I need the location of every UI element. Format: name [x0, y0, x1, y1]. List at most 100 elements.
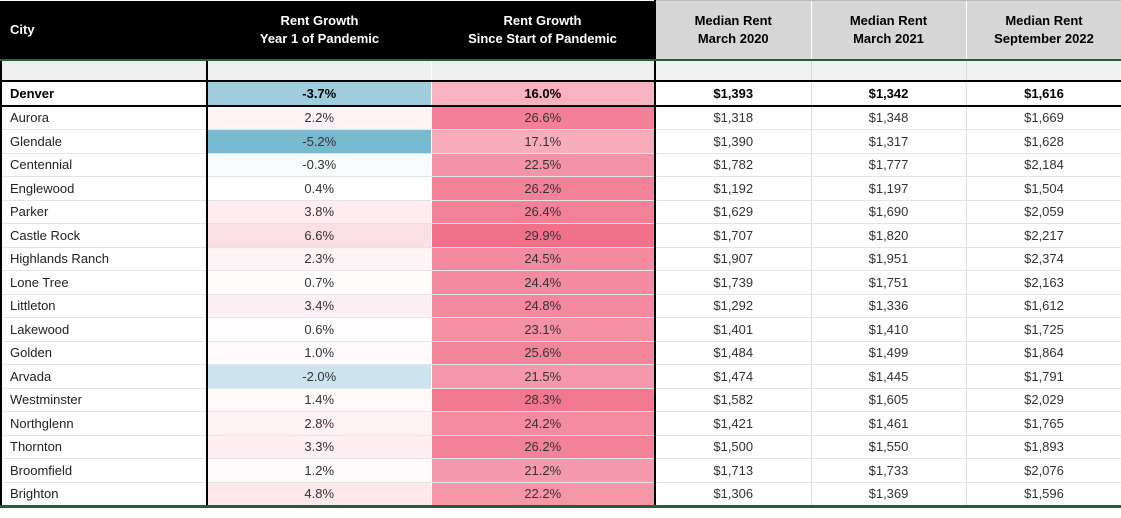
- city-cell[interactable]: Aurora: [1, 105, 208, 130]
- rent-march-2021-cell[interactable]: $1,751: [810, 270, 966, 295]
- rent-march-2020-cell[interactable]: $1,474: [654, 364, 811, 389]
- column-header-city[interactable]: City: [1, 0, 208, 61]
- growth-year1-cell[interactable]: 2.8%: [207, 411, 432, 436]
- rent-sept-2022-cell[interactable]: $1,893: [965, 435, 1121, 459]
- spacer-cell[interactable]: [810, 60, 966, 82]
- rent-sept-2022-cell[interactable]: $2,163: [965, 270, 1121, 295]
- growth-year1-cell[interactable]: 3.4%: [207, 294, 432, 318]
- growth-year1-cell[interactable]: 1.2%: [207, 458, 432, 483]
- rent-march-2020-cell[interactable]: $1,306: [654, 482, 811, 507]
- rent-march-2020-cell[interactable]: $1,739: [654, 270, 811, 295]
- rent-march-2020-cell[interactable]: $1,401: [654, 317, 811, 342]
- rent-march-2020-cell[interactable]: $1,582: [654, 388, 811, 412]
- rent-sept-2022-cell[interactable]: $1,628: [965, 129, 1121, 154]
- rent-march-2020-cell[interactable]: $1,907: [654, 247, 811, 271]
- rent-sept-2022-cell[interactable]: $1,791: [965, 364, 1121, 389]
- growth-year1-cell[interactable]: 3.3%: [207, 435, 432, 459]
- rent-march-2020-cell[interactable]: $1,484: [654, 341, 811, 365]
- rent-march-2020-cell[interactable]: $1,292: [654, 294, 811, 318]
- spacer-cell[interactable]: [207, 60, 432, 82]
- growth-year1-cell[interactable]: 4.8%: [207, 482, 432, 507]
- growth-since-cell[interactable]: 24.2%: [431, 411, 656, 436]
- rent-sept-2022-cell[interactable]: $2,217: [965, 223, 1121, 248]
- rent-sept-2022-cell[interactable]: $2,076: [965, 458, 1121, 483]
- spacer-cell[interactable]: [965, 60, 1121, 82]
- growth-year1-cell[interactable]: -3.7%: [207, 80, 432, 107]
- growth-since-cell[interactable]: 21.5%: [431, 364, 656, 389]
- growth-since-cell[interactable]: 21.2%: [431, 458, 656, 483]
- rent-march-2020-cell[interactable]: $1,318: [654, 105, 811, 130]
- growth-since-cell[interactable]: 26.6%: [431, 105, 656, 130]
- rent-march-2021-cell[interactable]: $1,445: [810, 364, 966, 389]
- rent-march-2021-cell[interactable]: $1,342: [810, 80, 966, 107]
- growth-year1-cell[interactable]: 1.4%: [207, 388, 432, 412]
- rent-march-2021-cell[interactable]: $1,820: [810, 223, 966, 248]
- city-cell[interactable]: Parker: [1, 200, 208, 224]
- rent-sept-2022-cell[interactable]: $2,059: [965, 200, 1121, 224]
- rent-sept-2022-cell[interactable]: $2,374: [965, 247, 1121, 271]
- rent-sept-2022-cell[interactable]: $1,669: [965, 105, 1121, 130]
- rent-march-2020-cell[interactable]: $1,393: [654, 80, 811, 107]
- rent-march-2020-cell[interactable]: $1,500: [654, 435, 811, 459]
- spacer-cell[interactable]: [1, 60, 208, 82]
- growth-year1-cell[interactable]: 2.2%: [207, 105, 432, 130]
- city-cell[interactable]: Denver: [1, 80, 208, 107]
- rent-march-2020-cell[interactable]: $1,192: [654, 176, 811, 201]
- growth-since-cell[interactable]: 16.0%: [431, 80, 656, 107]
- growth-since-cell[interactable]: 23.1%: [431, 317, 656, 342]
- growth-year1-cell[interactable]: 0.7%: [207, 270, 432, 295]
- growth-since-cell[interactable]: 22.5%: [431, 153, 656, 177]
- rent-march-2021-cell[interactable]: $1,690: [810, 200, 966, 224]
- rent-march-2021-cell[interactable]: $1,410: [810, 317, 966, 342]
- growth-since-cell[interactable]: 22.2%: [431, 482, 656, 507]
- rent-march-2021-cell[interactable]: $1,733: [810, 458, 966, 483]
- rent-march-2020-cell[interactable]: $1,707: [654, 223, 811, 248]
- city-cell[interactable]: Thornton: [1, 435, 208, 459]
- growth-year1-cell[interactable]: -5.2%: [207, 129, 432, 154]
- city-cell[interactable]: Broomfield: [1, 458, 208, 483]
- rent-march-2021-cell[interactable]: $1,777: [810, 153, 966, 177]
- growth-since-cell[interactable]: 29.9%: [431, 223, 656, 248]
- rent-march-2021-cell[interactable]: $1,336: [810, 294, 966, 318]
- city-cell[interactable]: Littleton: [1, 294, 208, 318]
- rent-march-2021-cell[interactable]: $1,951: [810, 247, 966, 271]
- rent-sept-2022-cell[interactable]: $1,864: [965, 341, 1121, 365]
- rent-sept-2022-cell[interactable]: $1,765: [965, 411, 1121, 436]
- city-cell[interactable]: Glendale: [1, 129, 208, 154]
- column-header-rent-growth-since[interactable]: Rent Growth Since Start of Pandemic: [431, 0, 656, 61]
- rent-sept-2022-cell[interactable]: $1,612: [965, 294, 1121, 318]
- city-cell[interactable]: Westminster: [1, 388, 208, 412]
- growth-since-cell[interactable]: 17.1%: [431, 129, 656, 154]
- rent-march-2021-cell[interactable]: $1,461: [810, 411, 966, 436]
- growth-year1-cell[interactable]: 0.4%: [207, 176, 432, 201]
- rent-sept-2022-cell[interactable]: $1,504: [965, 176, 1121, 201]
- rent-march-2021-cell[interactable]: $1,348: [810, 105, 966, 130]
- rent-march-2020-cell[interactable]: $1,421: [654, 411, 811, 436]
- column-header-rent-growth-year1[interactable]: Rent Growth Year 1 of Pandemic: [207, 0, 431, 61]
- rent-march-2020-cell[interactable]: $1,629: [654, 200, 811, 224]
- column-header-median-rent-2022[interactable]: Median Rent September 2022: [965, 0, 1121, 61]
- rent-march-2020-cell[interactable]: $1,782: [654, 153, 811, 177]
- rent-march-2020-cell[interactable]: $1,713: [654, 458, 811, 483]
- growth-year1-cell[interactable]: 0.6%: [207, 317, 432, 342]
- rent-march-2020-cell[interactable]: $1,390: [654, 129, 811, 154]
- growth-year1-cell[interactable]: 2.3%: [207, 247, 432, 271]
- city-cell[interactable]: Lakewood: [1, 317, 208, 342]
- growth-since-cell[interactable]: 24.4%: [431, 270, 656, 295]
- growth-since-cell[interactable]: 25.6%: [431, 341, 656, 365]
- growth-year1-cell[interactable]: 1.0%: [207, 341, 432, 365]
- growth-year1-cell[interactable]: -0.3%: [207, 153, 432, 177]
- city-cell[interactable]: Lone Tree: [1, 270, 208, 295]
- rent-march-2021-cell[interactable]: $1,197: [810, 176, 966, 201]
- rent-march-2021-cell[interactable]: $1,605: [810, 388, 966, 412]
- rent-march-2021-cell[interactable]: $1,550: [810, 435, 966, 459]
- rent-sept-2022-cell[interactable]: $2,029: [965, 388, 1121, 412]
- spacer-cell[interactable]: [654, 60, 811, 82]
- growth-since-cell[interactable]: 28.3%: [431, 388, 656, 412]
- growth-year1-cell[interactable]: -2.0%: [207, 364, 432, 389]
- column-header-median-rent-2020[interactable]: Median Rent March 2020: [654, 0, 811, 61]
- growth-since-cell[interactable]: 26.2%: [431, 176, 656, 201]
- rent-sept-2022-cell[interactable]: $1,616: [965, 80, 1121, 107]
- city-cell[interactable]: Arvada: [1, 364, 208, 389]
- column-header-median-rent-2021[interactable]: Median Rent March 2021: [810, 0, 966, 61]
